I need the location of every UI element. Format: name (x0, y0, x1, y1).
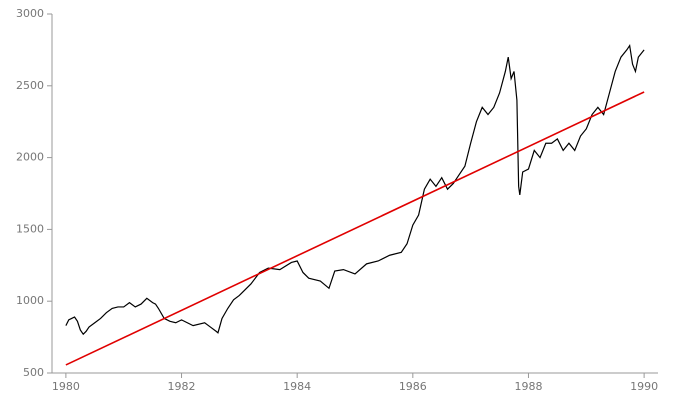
x-tick-label: 1986 (399, 380, 427, 393)
line-series (65, 91, 645, 366)
x-tick-label: 1982 (168, 380, 196, 393)
y-tick-label: 2500 (16, 79, 44, 92)
y-tick-label: 3000 (16, 7, 44, 20)
y-tick-label: 1000 (16, 294, 44, 307)
y-tick-label: 1500 (16, 222, 44, 235)
x-tick-label: 1984 (283, 380, 311, 393)
line-series (65, 43, 645, 336)
y-tick-label: 500 (23, 366, 44, 379)
x-tick-label: 1988 (514, 380, 542, 393)
x-tick-label: 1980 (52, 380, 80, 393)
x-tick-label: 1990 (630, 380, 658, 393)
y-tick-label: 2000 (16, 151, 44, 164)
